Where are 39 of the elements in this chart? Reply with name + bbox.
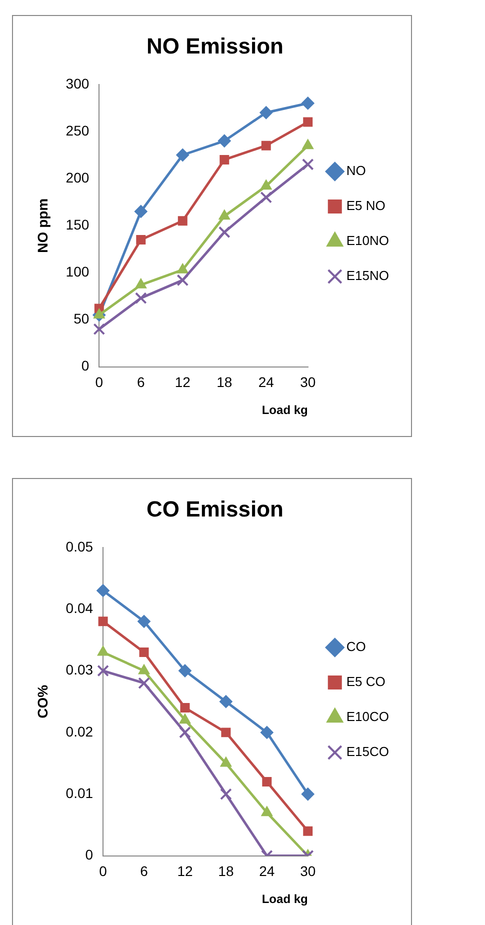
legend-label: E5 CO <box>346 674 386 690</box>
legend-label: E10CO <box>346 709 390 724</box>
legend-label: CO <box>346 639 366 654</box>
x-tick-label: 18 <box>218 863 234 880</box>
legend-label: E5 NO <box>346 198 386 214</box>
legend-label: NO <box>346 163 366 178</box>
legend-label: E10NO <box>346 233 390 248</box>
y-tick-label: 150 <box>66 216 90 232</box>
x-tick-label: 6 <box>137 374 145 390</box>
y-tick-label: 100 <box>66 264 90 280</box>
y-tick-label: 50 <box>74 310 90 327</box>
y-tick-label: 0.04 <box>66 600 94 616</box>
y-tick-label: 0.03 <box>66 662 94 678</box>
y-axis-title: CO% <box>34 684 50 718</box>
y-tick-label: 0.02 <box>66 723 94 740</box>
x-tick-label: 18 <box>216 374 232 390</box>
x-tick-label: 30 <box>300 863 316 880</box>
x-tick-label: 24 <box>259 863 275 880</box>
y-axis-title: NO ppm <box>34 198 50 253</box>
y-tick-label: 250 <box>66 122 90 138</box>
x-tick-label: 12 <box>177 863 193 880</box>
x-tick-label: 12 <box>174 374 191 390</box>
x-axis-title: Load kg <box>262 403 308 418</box>
y-tick-label: 0 <box>81 358 90 374</box>
x-tick-label: 6 <box>140 863 148 880</box>
x-tick-label: 0 <box>99 863 108 880</box>
chart-title: NO Emission <box>146 33 284 58</box>
legend-label: E15NO <box>346 268 390 284</box>
x-tick-label: 30 <box>300 374 316 390</box>
x-tick-label: 24 <box>258 374 274 390</box>
x-axis-title: Load kg <box>262 892 308 906</box>
y-tick-label: 200 <box>66 169 90 186</box>
y-tick-label: 300 <box>66 75 90 92</box>
legend-label: E15CO <box>346 744 390 760</box>
chart-title: CO Emission <box>146 496 284 522</box>
y-tick-label: 0 <box>85 846 94 863</box>
y-tick-label: 0.01 <box>66 784 94 801</box>
y-tick-label: 0.05 <box>66 538 94 554</box>
x-tick-label: 0 <box>95 374 104 390</box>
